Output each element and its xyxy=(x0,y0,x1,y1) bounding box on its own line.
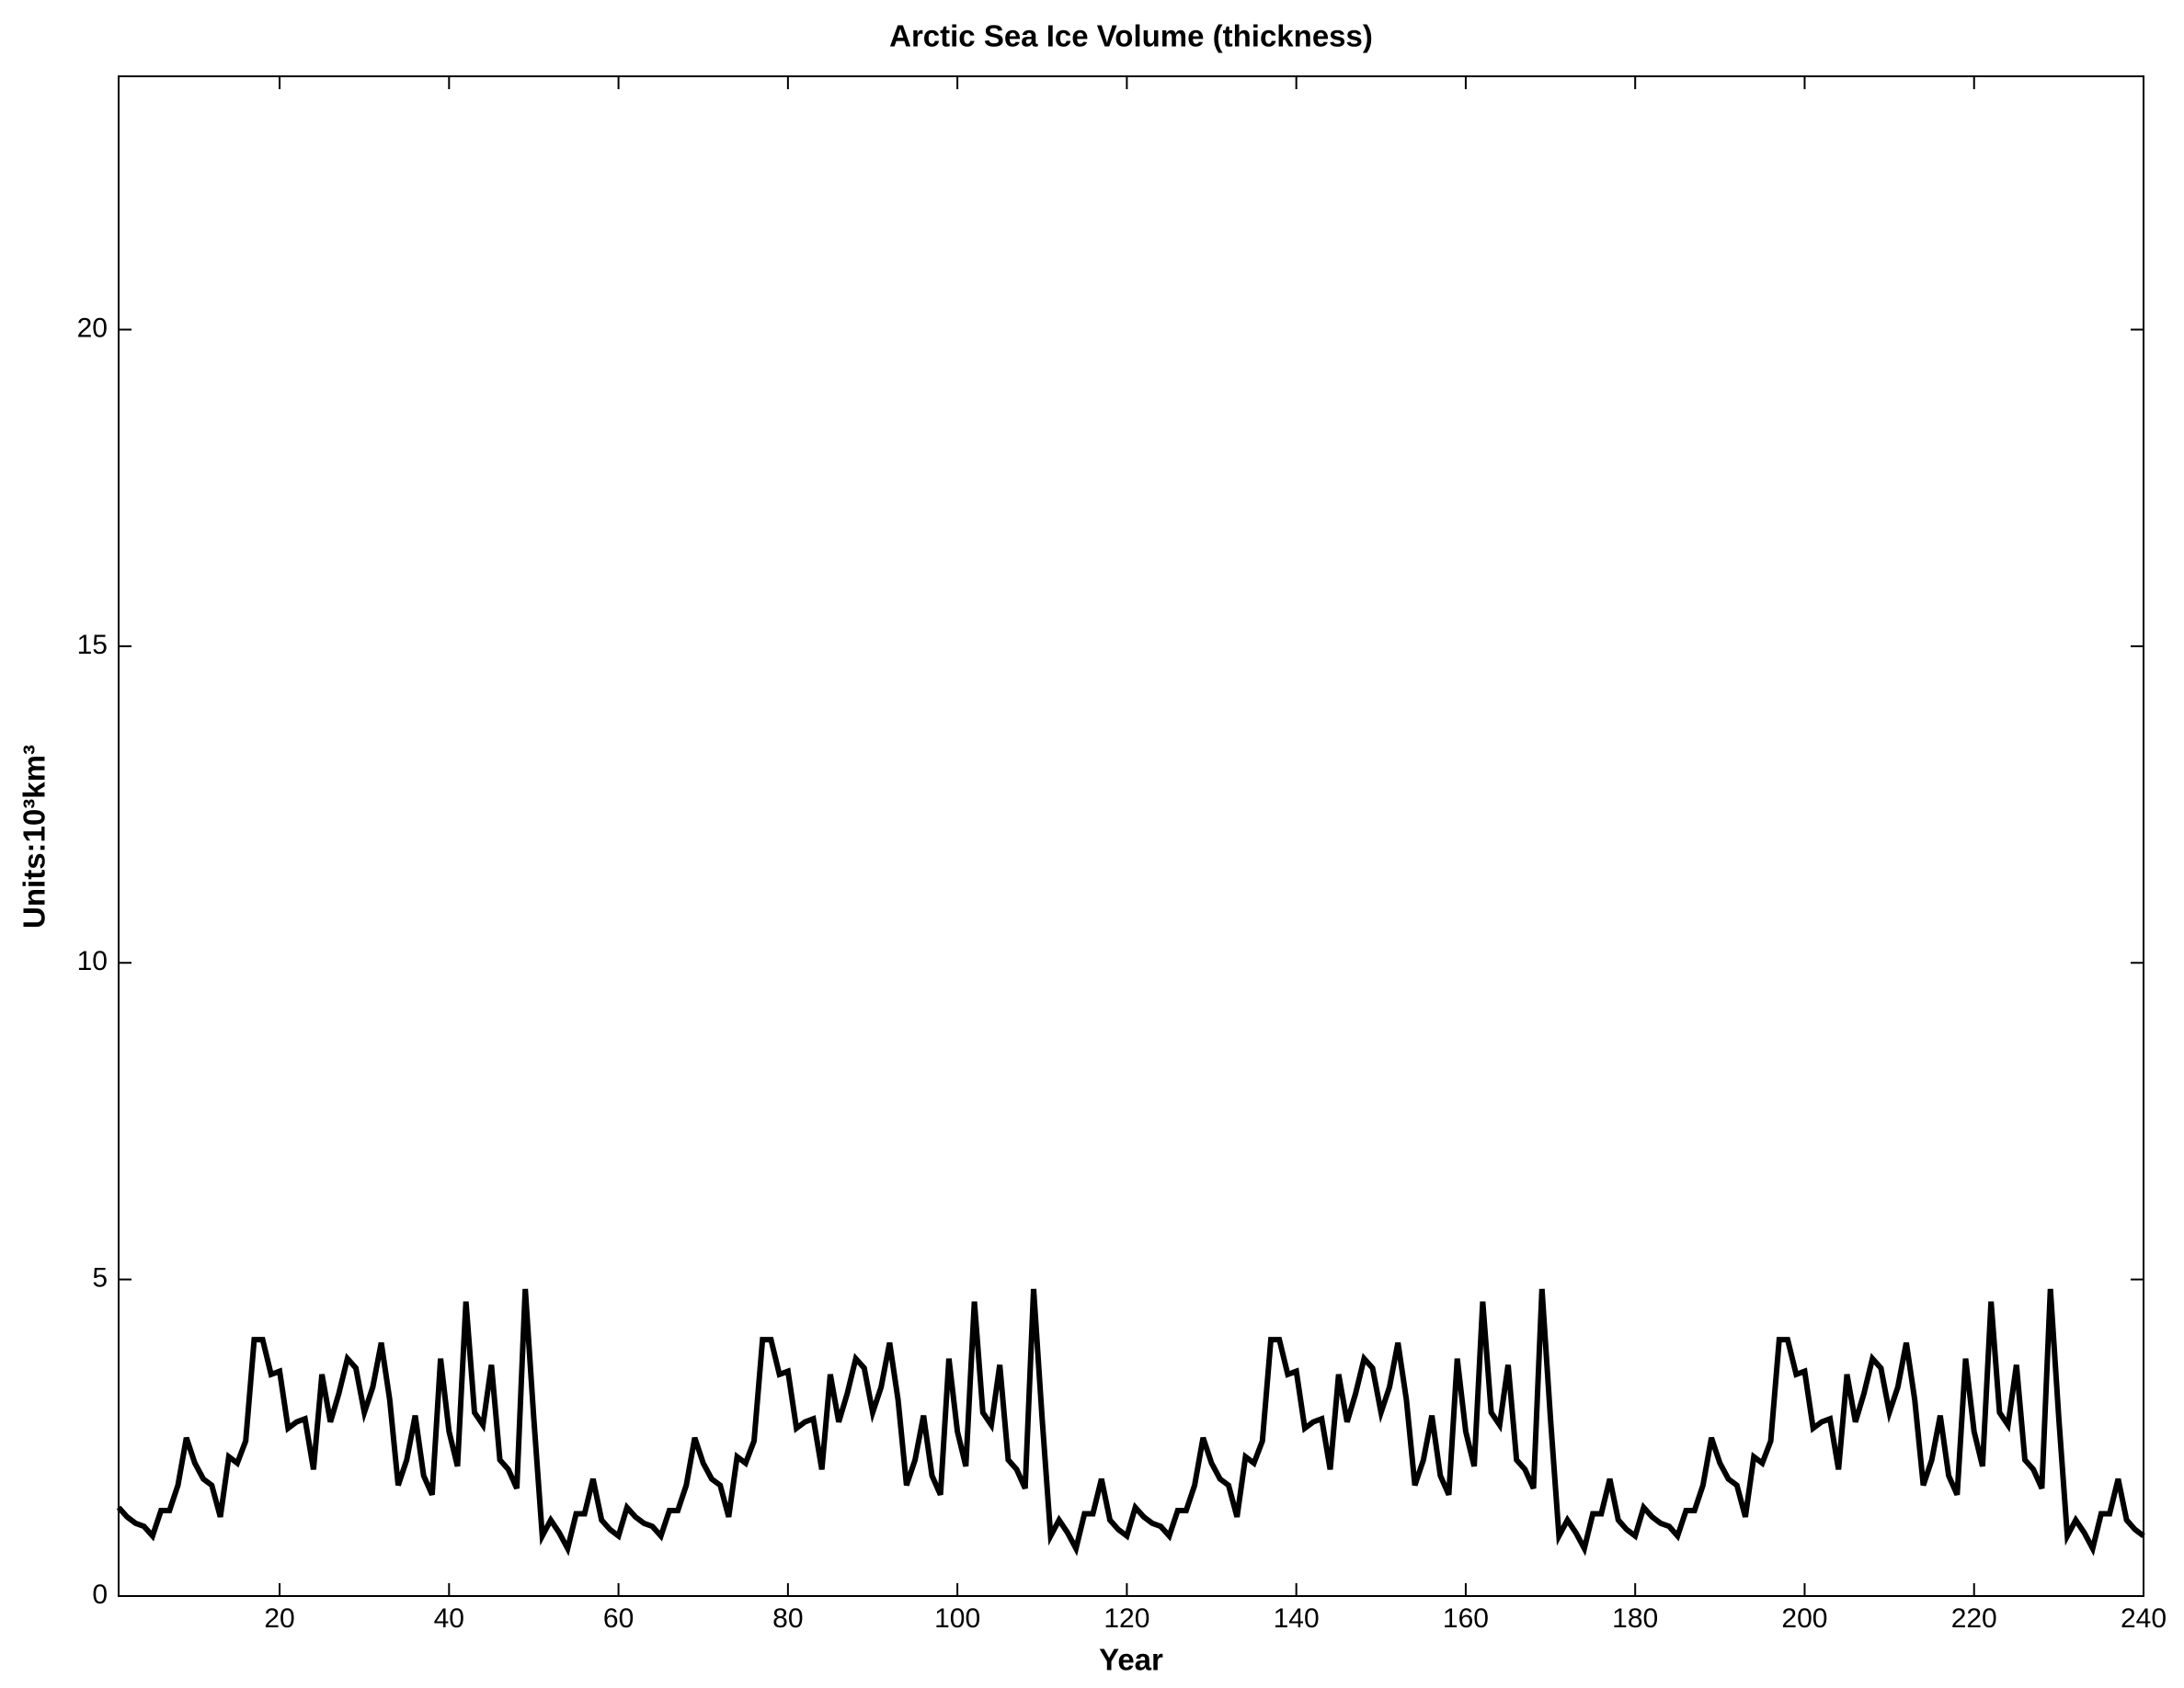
y-tick-label: 10 xyxy=(77,946,108,976)
data-line xyxy=(116,1288,2145,1557)
x-tick-label: 60 xyxy=(603,1603,634,1634)
x-tick-label: 220 xyxy=(1951,1603,1997,1634)
y-tick-label: 20 xyxy=(77,313,108,343)
x-tick-label: 200 xyxy=(1781,1603,1827,1634)
x-tick-label: 120 xyxy=(1103,1603,1149,1634)
y-tick-label: 15 xyxy=(77,630,108,660)
x-tick-label: 160 xyxy=(1443,1603,1489,1634)
y-tick-label: 0 xyxy=(92,1580,108,1610)
x-tick-label: 240 xyxy=(2121,1603,2167,1634)
x-tick-label: 40 xyxy=(434,1603,464,1634)
axes-frame xyxy=(118,75,2144,1597)
x-tick-label: 180 xyxy=(1612,1603,1658,1634)
y-tick-label: 5 xyxy=(92,1263,108,1294)
x-tick-label: 100 xyxy=(934,1603,980,1634)
x-tick-label: 20 xyxy=(264,1603,294,1634)
y-axis-label: Units:10³km³ xyxy=(17,745,51,929)
chart-title: Arctic Sea Ice Volume (thickness) xyxy=(889,19,1373,53)
x-axis-label: Year xyxy=(1099,1643,1163,1677)
x-tick-label: 140 xyxy=(1274,1603,1320,1634)
x-tick-label: 80 xyxy=(772,1603,803,1634)
